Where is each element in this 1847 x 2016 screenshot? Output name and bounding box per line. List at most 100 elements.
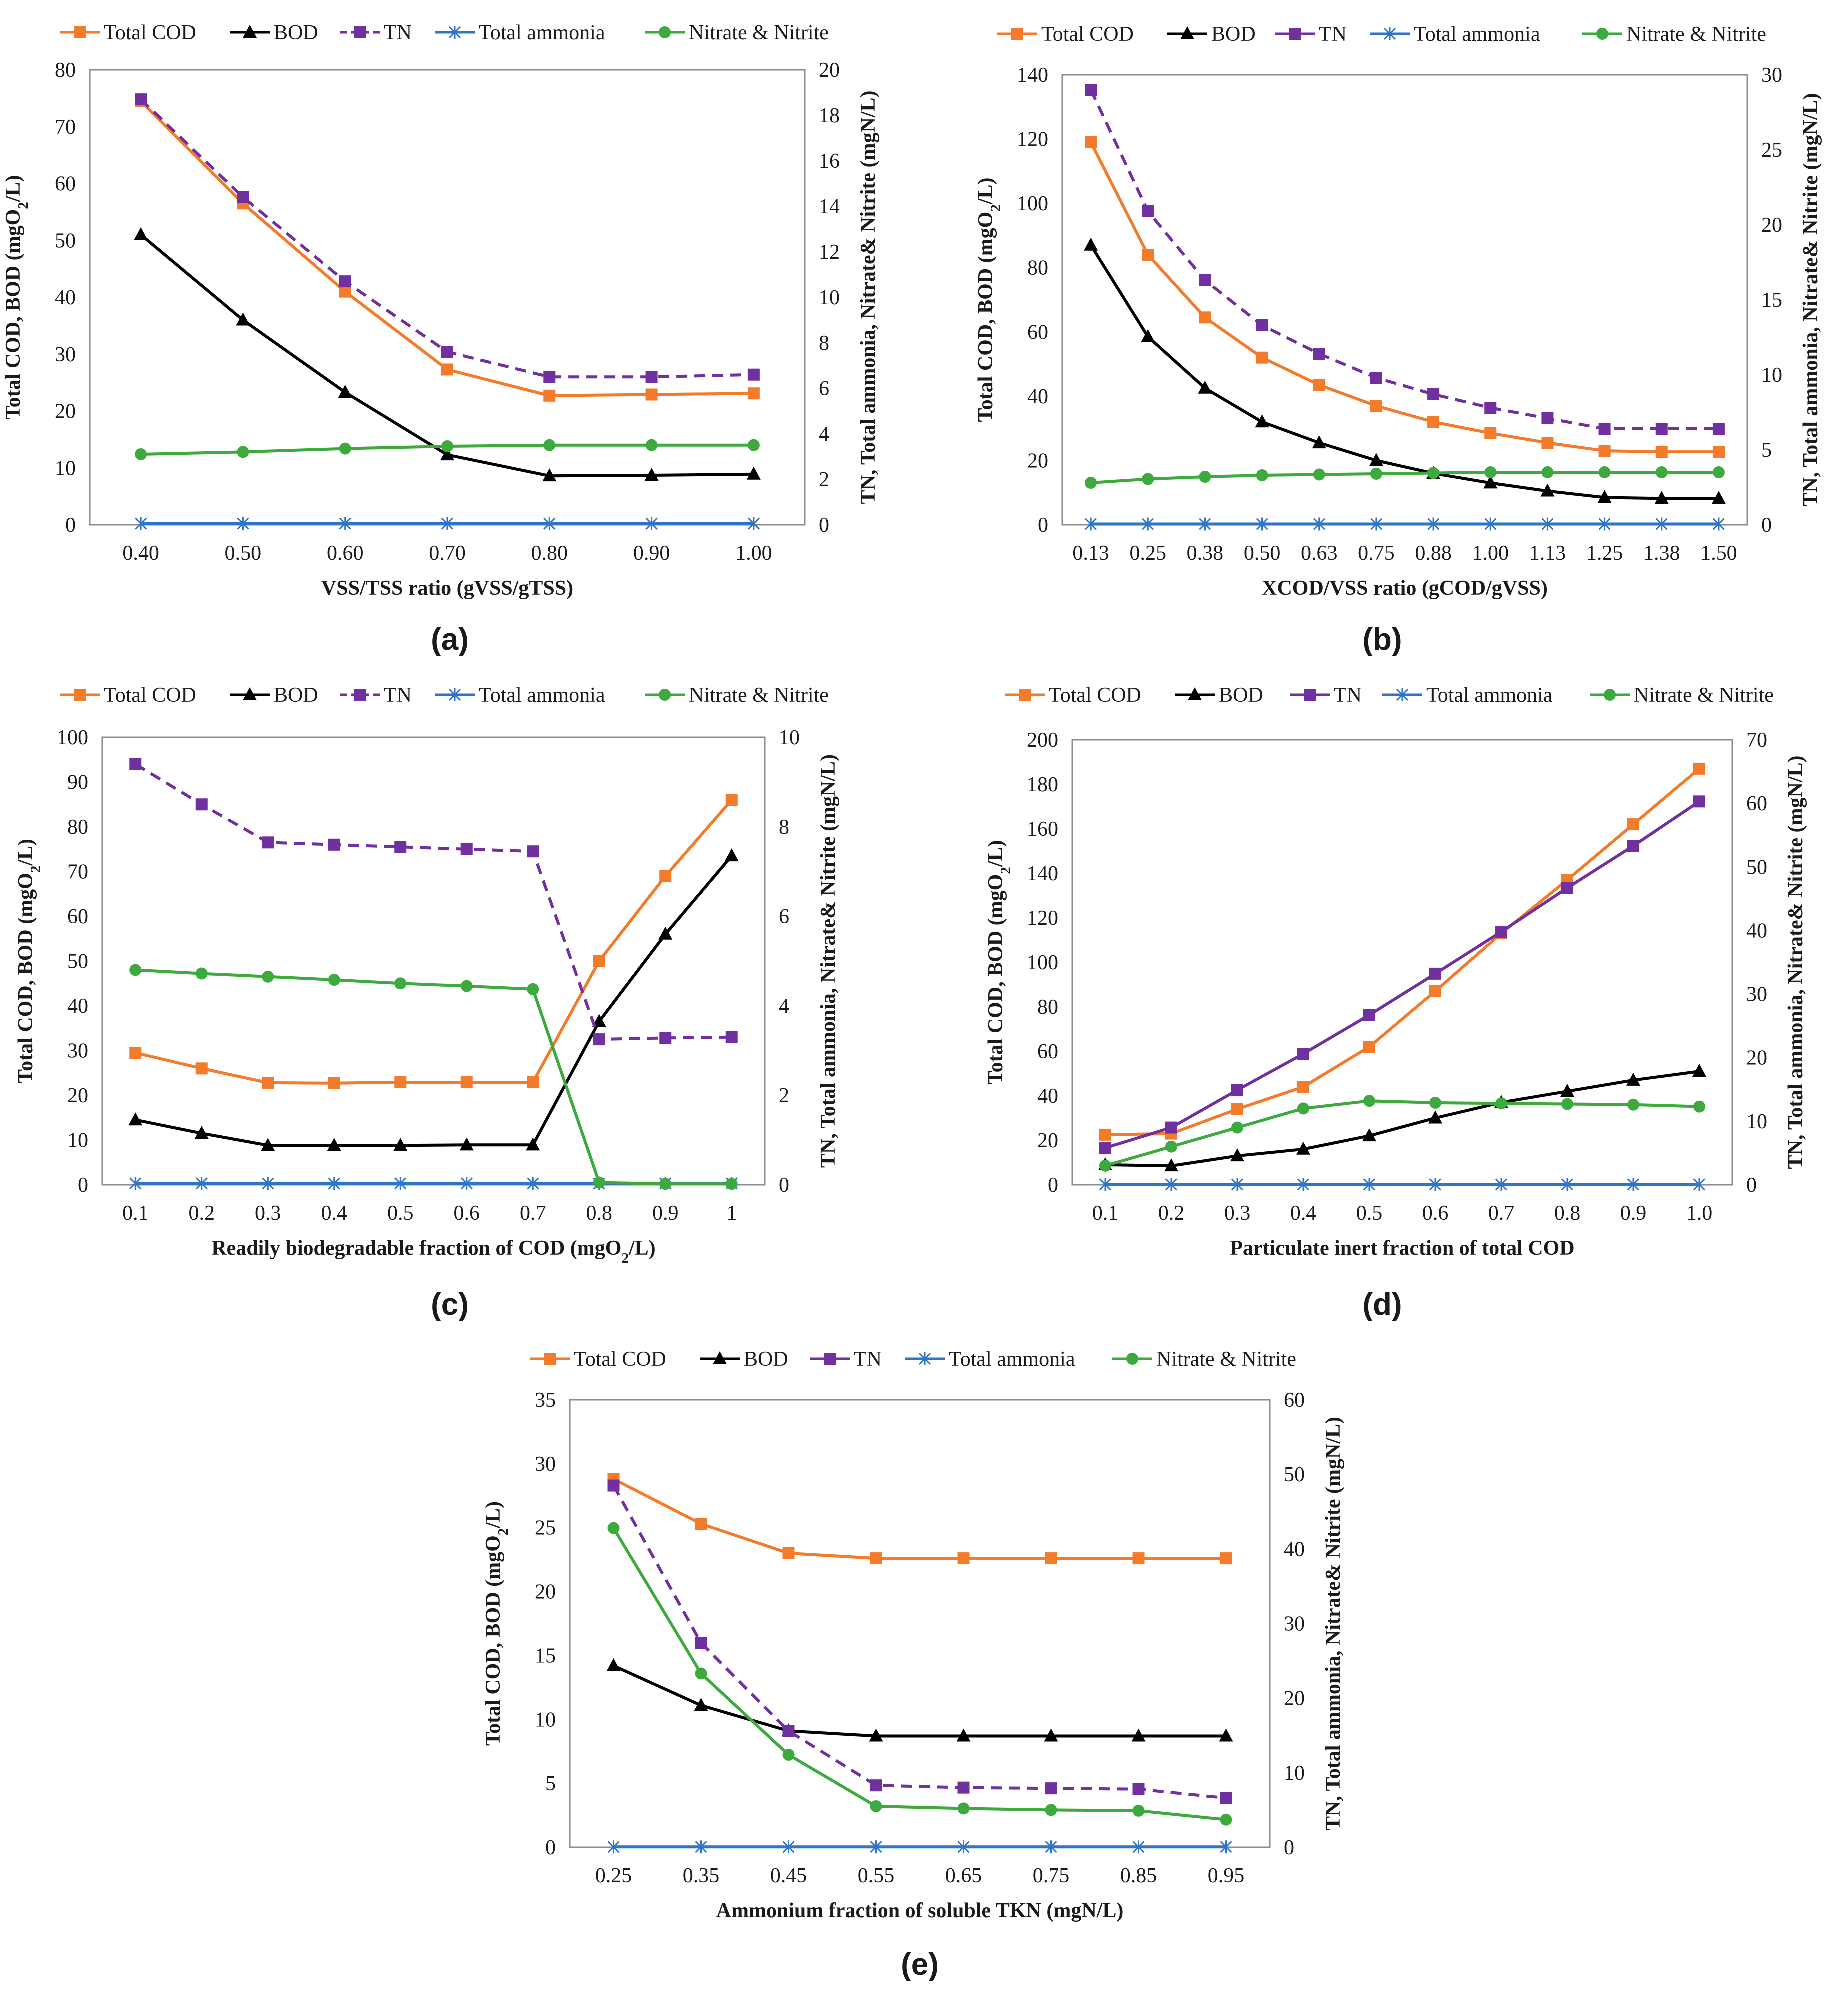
data-point: [1561, 1098, 1573, 1110]
legend-marker: [1126, 1353, 1138, 1365]
series-line: [140, 98, 754, 379]
data-point: [1693, 795, 1705, 808]
legend-label: Nitrate & Nitrite: [1634, 684, 1774, 707]
data-point: [1598, 466, 1611, 478]
y2-tick-label: 6: [779, 905, 789, 928]
series-line: [1105, 1070, 1700, 1168]
data-point: [870, 1779, 882, 1792]
y2-axis-title: TN, Total ammonia, Nitrate& Nitrite (mgN…: [1799, 93, 1822, 506]
legend-label: Total COD: [1041, 23, 1134, 46]
data-point: [237, 191, 249, 203]
data-point: [440, 447, 454, 461]
data-point: [129, 1177, 142, 1190]
x-axis-title: Particulate inert fraction of total COD: [1230, 1237, 1574, 1260]
legend-item-total-cod: Total COD: [997, 23, 1134, 46]
data-point: [237, 517, 249, 530]
x-tick-label: 0.45: [770, 1864, 807, 1887]
data-point: [1165, 1178, 1178, 1191]
data-point: [746, 466, 761, 480]
x-tick-label: 0.25: [595, 1864, 632, 1887]
data-point: [724, 848, 739, 862]
data-point: [441, 346, 453, 358]
series-line: [135, 855, 733, 1147]
data-point: [1540, 483, 1555, 497]
data-point: [1363, 1178, 1376, 1191]
data-point: [1429, 1096, 1441, 1109]
data-point: [782, 1547, 795, 1559]
legend-marker: [243, 687, 257, 700]
legend-item-tn: TN: [1290, 684, 1362, 707]
data-point: [644, 468, 659, 481]
y2-tick-label: 30: [1761, 64, 1782, 87]
y-tick-label: 120: [1017, 128, 1048, 151]
y2-tick-label: 10: [779, 726, 800, 749]
y-tick-label: 60: [1037, 1040, 1058, 1063]
data-point: [1142, 473, 1154, 485]
y-tick-label: 0: [78, 1174, 88, 1197]
y2-axis-title: TN, Total ammonia, Nitrate& Nitrite (mgN…: [1784, 755, 1807, 1169]
y-tick-label: 50: [55, 229, 76, 252]
legend-marker: [659, 26, 671, 38]
y-tick-label: 70: [67, 861, 88, 884]
data-point: [1655, 423, 1668, 435]
legend-item-nitrate-nitrite: Nitrate & Nitrite: [1582, 23, 1766, 46]
data-point: [1429, 967, 1441, 980]
y-tick-label: 10: [55, 457, 76, 480]
x-tick-label: 0.88: [1415, 542, 1452, 565]
x-tick-label: 1.25: [1586, 542, 1623, 565]
data-point: [1370, 517, 1382, 531]
legend-item-total-cod: Total COD: [1005, 684, 1141, 707]
y2-tick-label: 2: [779, 1084, 789, 1107]
series-line: [1089, 244, 1719, 500]
data-point: [339, 285, 351, 298]
data-point: [1626, 1072, 1640, 1086]
y-tick-label: 20: [535, 1581, 556, 1604]
data-point: [1220, 1552, 1232, 1565]
y-tick-label: 40: [1037, 1085, 1058, 1108]
y2-tick-label: 14: [819, 195, 840, 218]
data-point: [527, 1177, 539, 1190]
legend-item-tn: TN: [340, 21, 412, 44]
y-tick-label: 60: [1027, 321, 1048, 344]
series-bod: [1084, 237, 1726, 504]
data-point: [606, 1658, 621, 1671]
y2-tick-label: 15: [1761, 289, 1782, 312]
data-point: [1199, 517, 1211, 531]
legend-a: Total COD BOD TN Total ammonia Nitrate & Nit…: [60, 21, 829, 44]
y-tick-label: 80: [67, 816, 88, 839]
y-tick-label: 0: [65, 514, 76, 537]
series-line: [1089, 141, 1719, 454]
data-point: [1045, 1552, 1057, 1565]
data-point: [1712, 423, 1725, 435]
x-tick-label: 0.9: [652, 1202, 679, 1225]
data-point: [1598, 445, 1611, 457]
legend-item-bod: BOD: [230, 21, 318, 44]
y-tick-label: 120: [1027, 907, 1058, 930]
y-tick-label: 60: [67, 905, 88, 928]
data-point: [1598, 423, 1611, 435]
data-point: [393, 1138, 408, 1151]
data-point: [747, 368, 760, 381]
x-axis-title: Ammonium fraction of soluble TKN (mgN/L): [716, 1899, 1124, 1922]
series-line: [1105, 1099, 1700, 1167]
data-point: [869, 1728, 883, 1742]
data-point: [593, 1033, 605, 1046]
data-point: [195, 798, 208, 811]
data-point: [394, 977, 407, 990]
data-point: [1427, 416, 1440, 428]
data-point: [1655, 446, 1668, 458]
series-total-cod: [129, 794, 738, 1089]
data-point: [1199, 311, 1211, 324]
data-point: [543, 439, 556, 451]
legend-marker: [824, 1353, 836, 1365]
data-point: [1363, 1095, 1375, 1107]
data-point: [1541, 466, 1554, 478]
legend-marker: [1019, 689, 1031, 701]
data-point: [135, 517, 147, 530]
data-point: [195, 1062, 208, 1075]
data-point: [1142, 517, 1154, 531]
data-point: [593, 955, 605, 967]
legend-label: BOD: [1219, 684, 1263, 707]
y2-tick-label: 70: [1746, 729, 1767, 752]
